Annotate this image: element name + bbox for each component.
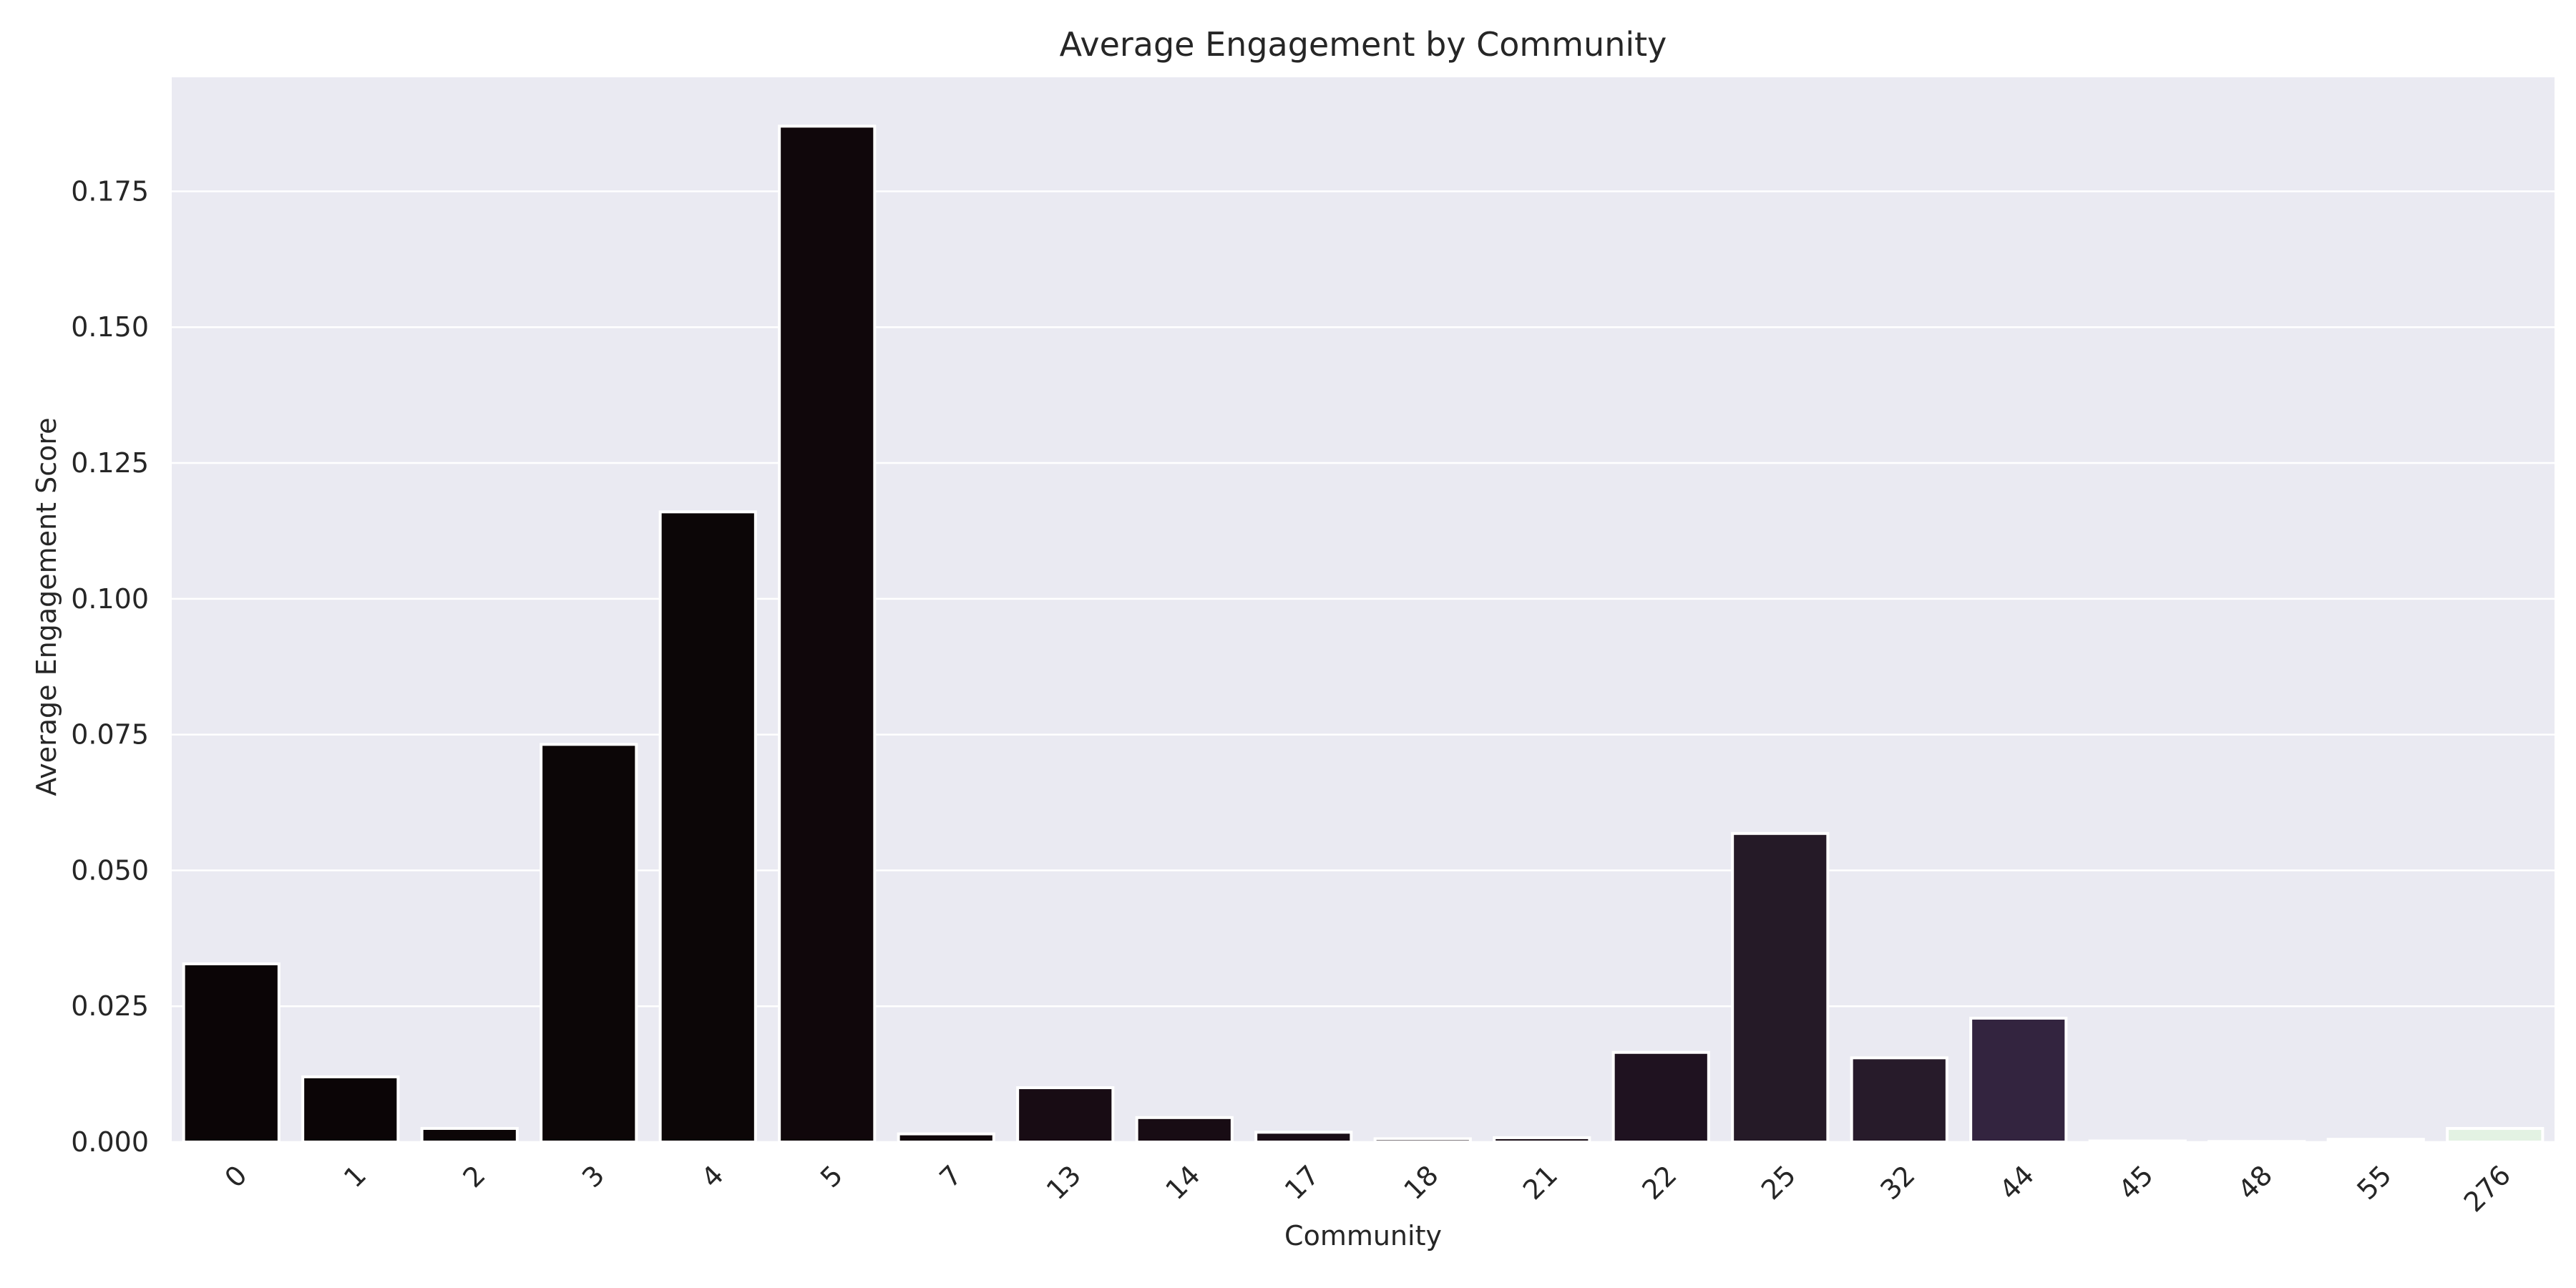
bar-community-17 bbox=[1254, 1131, 1353, 1144]
x-tick-label: 1 bbox=[338, 1159, 372, 1194]
x-tick-label: 0 bbox=[218, 1159, 253, 1194]
bar-community-4 bbox=[658, 510, 757, 1143]
y-tick-label: 0.075 bbox=[71, 719, 149, 751]
bar-community-276 bbox=[2446, 1127, 2545, 1143]
x-tick-label: 48 bbox=[2232, 1159, 2278, 1206]
y-tick-label: 0.000 bbox=[71, 1126, 149, 1158]
y-tick-label: 0.150 bbox=[71, 311, 149, 343]
bar-community-44 bbox=[1969, 1016, 2068, 1143]
x-tick-label: 45 bbox=[2112, 1159, 2159, 1206]
bar-community-21 bbox=[1493, 1136, 1591, 1143]
bar-community-25 bbox=[1731, 831, 1830, 1144]
x-tick-label: 14 bbox=[1159, 1159, 1206, 1206]
x-tick-label: 18 bbox=[1397, 1159, 1444, 1206]
x-tick-label: 2 bbox=[457, 1159, 491, 1194]
x-tick-label: 5 bbox=[814, 1159, 849, 1194]
bar-community-5 bbox=[778, 125, 877, 1143]
x-tick-label: 4 bbox=[695, 1159, 729, 1194]
y-tick-label: 0.100 bbox=[71, 583, 149, 615]
chart-title: Average Engagement by Community bbox=[1060, 25, 1667, 64]
bar-community-18 bbox=[1373, 1137, 1472, 1144]
y-tick-label: 0.025 bbox=[71, 990, 149, 1022]
y-tick-labels: 0.000 0.025 0.050 0.075 0.100 0.125 0.150 0.175 bbox=[71, 175, 149, 1158]
x-tick-label: 32 bbox=[1874, 1159, 1921, 1206]
x-tick-label: 22 bbox=[1636, 1159, 1682, 1206]
y-tick-label: 0.050 bbox=[71, 854, 149, 886]
x-tick-label: 3 bbox=[576, 1159, 610, 1194]
x-tick-label: 17 bbox=[1279, 1159, 1325, 1206]
y-tick-label: 0.125 bbox=[71, 447, 149, 479]
bars bbox=[182, 125, 2545, 1144]
x-tick-label: 44 bbox=[1994, 1159, 2040, 1206]
plot-background bbox=[172, 77, 2555, 1142]
y-axis-label: Average Engagement Score bbox=[31, 417, 62, 796]
bar-community-32 bbox=[1850, 1056, 1948, 1144]
bar-community-3 bbox=[540, 743, 638, 1144]
x-tick-label: 55 bbox=[2351, 1159, 2397, 1206]
x-axis-label: Community bbox=[1284, 1220, 1442, 1252]
bar-community-13 bbox=[1016, 1086, 1115, 1144]
bar-community-45 bbox=[2088, 1139, 2187, 1144]
bar-community-0 bbox=[182, 962, 280, 1144]
bar-community-22 bbox=[1611, 1050, 1710, 1144]
x-tick-labels: 0 1 2 3 4 5 7 13 14 17 18 21 22 25 32 44 45 48 55 276 bbox=[218, 1159, 2517, 1218]
bar-community-14 bbox=[1135, 1116, 1234, 1144]
bar-community-2 bbox=[420, 1127, 519, 1143]
bar-community-7 bbox=[897, 1132, 995, 1144]
x-tick-label: 13 bbox=[1040, 1159, 1087, 1206]
bar-community-55 bbox=[2326, 1138, 2425, 1144]
y-tick-label: 0.175 bbox=[71, 175, 149, 207]
x-tick-label: 276 bbox=[2458, 1159, 2517, 1218]
x-tick-label: 25 bbox=[1755, 1159, 1802, 1206]
x-tick-label: 21 bbox=[1517, 1159, 1563, 1206]
x-tick-label: 7 bbox=[933, 1159, 967, 1194]
bar-community-1 bbox=[301, 1075, 400, 1143]
bar-community-48 bbox=[2207, 1140, 2306, 1144]
